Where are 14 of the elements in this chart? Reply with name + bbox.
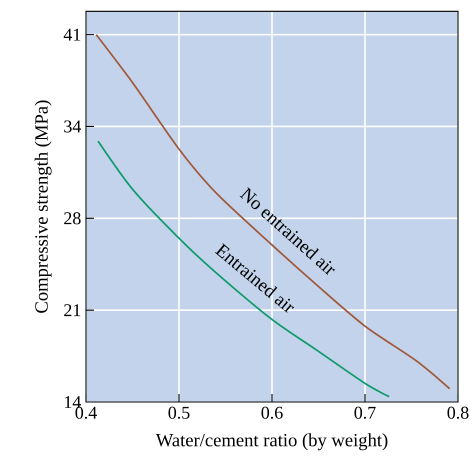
- x-tick-label: 0.6: [261, 406, 283, 419]
- x-tick-label: 0.7: [354, 406, 376, 419]
- x-tick-label: 0.5: [168, 406, 190, 419]
- y-tick-label: 14: [64, 396, 82, 408]
- y-axis-title: Compressive strength (MPa): [34, 100, 52, 313]
- y-tick-label: 34: [64, 120, 82, 132]
- x-tick-label: 0.8: [447, 406, 469, 419]
- line-series: [97, 140, 390, 398]
- line-series: [95, 34, 450, 390]
- x-axis-title: Water/cement ratio (by weight): [156, 433, 388, 450]
- x-tick-label: 0.4: [75, 406, 97, 419]
- y-tick-label: 41: [64, 28, 80, 41]
- y-tick-label: 21: [64, 304, 80, 316]
- y-tick-label: 28: [64, 212, 81, 224]
